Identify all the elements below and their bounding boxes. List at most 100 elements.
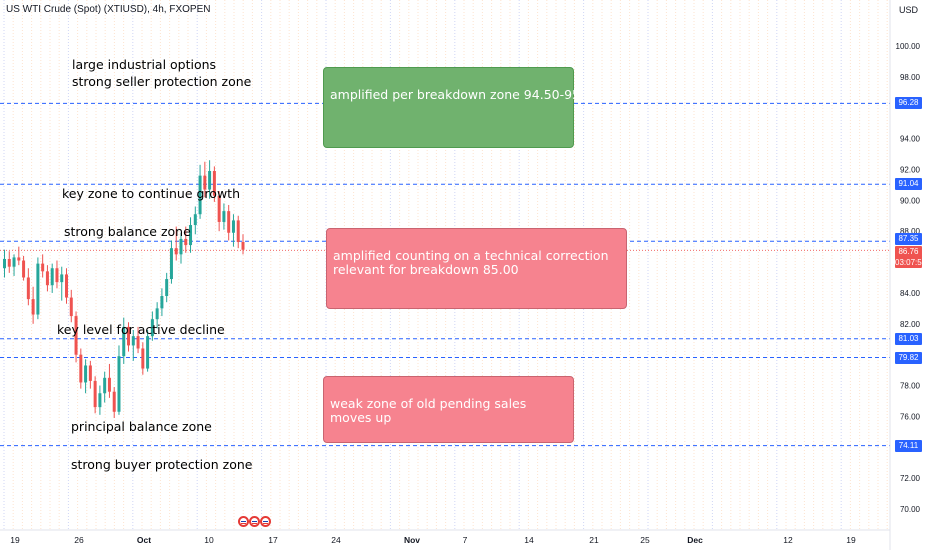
annotation-line: principal balance zone xyxy=(71,419,212,434)
candle-body xyxy=(169,248,173,280)
weak-zone-box[interactable]: weak zone of old pending sales moves up xyxy=(323,376,574,443)
breakdown-zone-box[interactable]: amplified per breakdown zone 94.50-95.50 xyxy=(323,67,600,148)
time-tick-label: 26 xyxy=(74,535,84,545)
time-tick-label: 21 xyxy=(589,535,599,545)
candle-body xyxy=(7,258,11,267)
time-tick-label: 19 xyxy=(10,535,20,545)
current-price-value: 86.76 xyxy=(898,247,919,256)
candle-body xyxy=(160,296,164,309)
candle-body xyxy=(165,279,169,297)
price-tick-label: 78.00 xyxy=(900,382,921,391)
time-tick-label: 24 xyxy=(331,535,341,545)
price-label-74: 74.11 xyxy=(895,440,922,452)
candle-body xyxy=(36,263,40,315)
box-text: amplified counting on a technical correc… xyxy=(333,248,609,263)
candle-body xyxy=(103,377,107,394)
annotation-line: strong buyer protection zone xyxy=(71,457,253,472)
candle-body xyxy=(117,356,121,412)
candle-body xyxy=(84,365,88,383)
price-tick-label: 70.00 xyxy=(900,505,921,514)
box-text: amplified per breakdown zone 94.50-95.50 xyxy=(330,87,600,102)
candle-body xyxy=(79,354,83,383)
candle-body xyxy=(174,248,178,255)
time-tick-label: 10 xyxy=(204,535,214,545)
time-tick-label: 14 xyxy=(524,535,534,545)
price-label-79: 79.82 xyxy=(895,352,922,364)
price-label-81: 81.03 xyxy=(895,333,922,345)
candle-body xyxy=(31,299,35,315)
candle-body xyxy=(69,297,73,317)
candle-body xyxy=(45,271,49,286)
price-tick-label: 76.00 xyxy=(900,412,921,421)
candle-body xyxy=(3,258,6,269)
candle-body xyxy=(41,263,45,272)
annotation-decline-level: key level for active decline xyxy=(57,321,225,338)
candle-body xyxy=(184,238,188,246)
price-axis[interactable]: 100.00 98.00 94.00 92.00 90.00 88.00 84.00 82.0… xyxy=(896,42,921,514)
currency-label: USD xyxy=(899,5,919,15)
candle-body xyxy=(198,175,202,215)
symbol-title: US WTI Crude (Spot) (XTIUSD), 4h, FXOPEN xyxy=(6,4,211,15)
annotation-line: large industrial options xyxy=(72,57,217,72)
annotation-principal-zone: principal balance zone xyxy=(71,418,212,435)
price-label-91: 91.04 xyxy=(895,178,922,190)
candle-body xyxy=(212,171,216,196)
correction-zone-box[interactable]: amplified counting on a technical correc… xyxy=(326,228,627,309)
candle-body xyxy=(150,319,154,337)
candle-body xyxy=(222,211,226,222)
price-tick-label: 90.00 xyxy=(900,196,921,205)
price-tick-label: 82.00 xyxy=(900,320,921,329)
price-tick-label: 84.00 xyxy=(900,289,921,298)
candle-body xyxy=(22,260,26,278)
time-tick-label: 19 xyxy=(846,535,856,545)
time-tick-label: 12 xyxy=(783,535,793,545)
bar-countdown: 03:07:55 xyxy=(895,258,927,267)
annotation-growth-zone: key zone to continue growth xyxy=(62,185,240,202)
price-tick-label: 92.00 xyxy=(900,165,921,174)
price-tick-label: 88.00 xyxy=(900,227,921,236)
us-flag-event-icon[interactable] xyxy=(238,516,249,527)
annotation-line: key zone to continue growth xyxy=(62,186,240,201)
candle-body xyxy=(136,336,140,349)
candle-body xyxy=(231,220,235,233)
price-tick-label: 100.00 xyxy=(896,42,921,51)
time-axis[interactable]: 19 26 Oct 10 17 24 Nov 7 14 21 25 Dec 12 19 xyxy=(10,535,856,545)
candle-body xyxy=(155,308,159,320)
candle-body xyxy=(193,214,197,226)
us-flag-event-icon[interactable] xyxy=(260,516,271,527)
annotation-balance-zone: strong balance zone xyxy=(64,223,191,240)
box-text: moves up xyxy=(330,410,392,425)
candle-body xyxy=(93,380,97,408)
candle-body xyxy=(26,277,30,300)
candle-body xyxy=(127,326,131,346)
candle-body xyxy=(55,268,59,283)
time-tick-label: 7 xyxy=(463,535,468,545)
candle-body xyxy=(203,175,207,190)
price-label-96: 96.28 xyxy=(895,97,922,109)
candle-body xyxy=(189,225,193,246)
candle-body xyxy=(241,242,245,250)
candle-body xyxy=(60,274,64,283)
annotation-buyer-zone: strong buyer protection zone xyxy=(71,456,252,473)
candlestick-series xyxy=(3,160,245,418)
candle-body xyxy=(131,336,135,346)
time-tick-label: 25 xyxy=(640,535,650,545)
current-price-label: 86.76 03:07:55 xyxy=(895,246,927,268)
price-tick-label: 72.00 xyxy=(900,474,921,483)
us-flag-event-icon[interactable] xyxy=(249,516,260,527)
candle-body xyxy=(236,220,240,243)
time-tick-label: Dec xyxy=(687,535,703,545)
time-tick-label: 17 xyxy=(268,535,278,545)
candle-body xyxy=(65,274,69,298)
price-tick-label: 94.00 xyxy=(900,135,921,144)
annotation-line: strong balance zone xyxy=(64,224,191,239)
time-tick-label: Nov xyxy=(404,535,420,545)
candle-body xyxy=(98,393,102,408)
time-tick-label: Oct xyxy=(137,535,151,545)
candle-body xyxy=(107,377,111,392)
annotation-line: strong seller protection zone xyxy=(72,74,252,89)
price-tick-label: 98.00 xyxy=(900,73,921,82)
candle-body xyxy=(112,391,116,412)
candle-body xyxy=(74,316,78,355)
candle-body xyxy=(146,336,150,369)
